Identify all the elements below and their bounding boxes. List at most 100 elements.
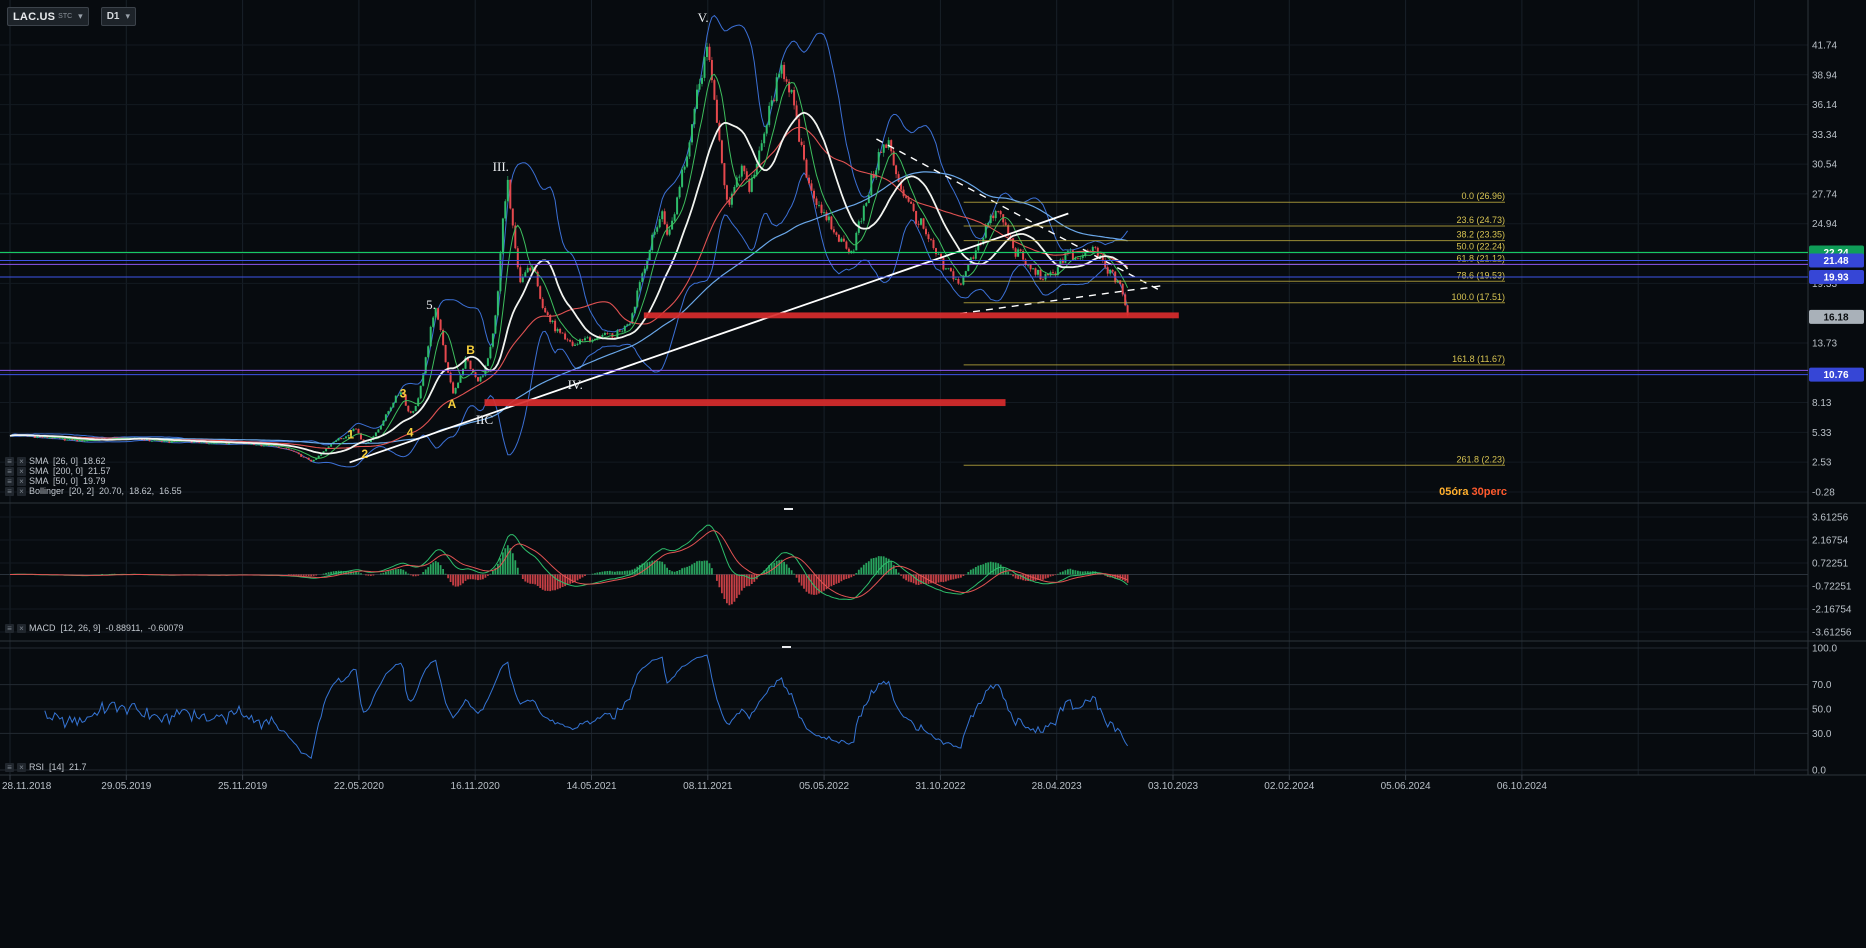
wave-label: 5.	[426, 297, 436, 312]
svg-text:-3.61256: -3.61256	[1812, 628, 1852, 639]
price-badge: 10.76	[1823, 370, 1848, 381]
fib-label: 78.6 (19.53)	[1456, 270, 1505, 280]
svg-text:50.0: 50.0	[1812, 705, 1832, 716]
price-badge: 22.24	[1823, 248, 1848, 259]
indicator-legend: SMA [200, 0] 21.57	[29, 466, 111, 476]
symbol-sub-label: STC	[58, 13, 73, 20]
wave-label: V.	[698, 10, 709, 25]
settings-icon[interactable]: ≡	[5, 456, 14, 466]
fib-label: 61.8 (21.12)	[1456, 253, 1505, 263]
date-label: 03.10.2023	[1148, 781, 1198, 792]
wave-label: 1	[347, 427, 354, 441]
svg-text:38.94: 38.94	[1812, 70, 1837, 81]
settings-icon[interactable]: ≡	[5, 623, 14, 633]
legend-row-macd: ≡ × MACD [12, 26, 9] -0.88911, -0.60079	[5, 623, 183, 633]
svg-text:100.0: 100.0	[1812, 644, 1837, 655]
svg-text:8.13: 8.13	[1812, 398, 1832, 409]
svg-text:5.33: 5.33	[1812, 428, 1832, 439]
wave-annotations: 12 3 4 5. A B IIC III. IV. V.	[347, 10, 708, 461]
date-label: 28.11.2018	[2, 781, 52, 792]
timeframe-label: D1	[106, 11, 120, 22]
indicator-legend: SMA [26, 0] 18.62	[29, 456, 106, 466]
wave-label: 3	[400, 387, 407, 401]
date-label: 31.10.2022	[915, 781, 965, 792]
svg-text:0.72251: 0.72251	[1812, 558, 1849, 569]
sma-50-line	[9, 126, 1128, 449]
date-label: 14.05.2021	[566, 781, 616, 792]
grid	[0, 0, 1866, 776]
svg-text:70.0: 70.0	[1812, 680, 1832, 691]
sma-26-line	[9, 111, 1129, 455]
close-icon[interactable]: ×	[17, 623, 26, 633]
chevron-down-icon: ▾	[125, 11, 131, 21]
rsi-panel	[44, 654, 1129, 760]
wave-label: IV.	[568, 377, 583, 392]
legend-row-bollinger: ≡ × Bollinger [20, 2] 20.70, 18.62, 16.5…	[5, 486, 182, 496]
macd-panel	[9, 524, 1129, 606]
countdown-minutes: 30perc	[1471, 486, 1507, 498]
svg-text:33.34: 33.34	[1812, 130, 1837, 141]
date-label: 28.04.2023	[1032, 781, 1082, 792]
settings-icon[interactable]: ≡	[5, 486, 14, 496]
clip-marker	[782, 646, 791, 648]
legend-row-sma26: ≡ × SMA [26, 0] 18.62	[5, 456, 106, 466]
date-label: 16.11.2020	[451, 781, 501, 792]
clip-marker	[784, 508, 793, 510]
legend-row-sma50: ≡ × SMA [50, 0] 19.79	[5, 476, 106, 486]
price-badge: 16.18	[1823, 312, 1848, 323]
timeframe-selector[interactable]: D1 ▾	[100, 7, 137, 26]
indicator-legend: SMA [50, 0] 19.79	[29, 476, 106, 486]
indicator-legend: RSI [14] 21.7	[29, 762, 87, 772]
svg-text:30.54: 30.54	[1812, 160, 1837, 171]
svg-text:41.74: 41.74	[1812, 41, 1837, 52]
close-icon[interactable]: ×	[17, 486, 26, 496]
date-label: 25.11.2019	[218, 781, 268, 792]
svg-text:0.0: 0.0	[1812, 766, 1826, 777]
chevron-down-icon: ▾	[78, 11, 83, 21]
rsi-line	[44, 654, 1129, 760]
close-icon[interactable]: ×	[17, 456, 26, 466]
fib-label: 38.2 (23.35)	[1456, 230, 1505, 240]
settings-icon[interactable]: ≡	[5, 476, 14, 486]
macd-signal-line	[10, 530, 1128, 599]
close-icon[interactable]: ×	[17, 476, 26, 486]
legend-row-rsi: ≡ × RSI [14] 21.7	[5, 762, 87, 772]
symbol-label: LAC.US	[13, 10, 56, 23]
session-countdown: 05óra 30perc	[1393, 486, 1507, 498]
wave-label: IIC	[476, 412, 493, 427]
svg-text:-0.28: -0.28	[1812, 488, 1835, 499]
wave-label: 2	[361, 447, 368, 461]
date-label: 05.06.2024	[1381, 781, 1431, 792]
svg-text:36.14: 36.14	[1812, 100, 1837, 111]
indicator-legend: Bollinger [20, 2] 20.70, 18.62, 16.55	[29, 486, 182, 496]
date-label: 06.10.2024	[1497, 781, 1547, 792]
wave-label: III.	[493, 159, 509, 174]
supply-demand-zone[interactable]	[484, 399, 1006, 407]
svg-text:-2.16754: -2.16754	[1812, 605, 1852, 616]
price-badge: 21.48	[1823, 256, 1848, 267]
settings-icon[interactable]: ≡	[5, 762, 14, 772]
date-label: 22.05.2020	[334, 781, 384, 792]
supply-demand-zone[interactable]	[643, 312, 1179, 319]
svg-text:27.74: 27.74	[1812, 189, 1837, 200]
indicator-legend: MACD [12, 26, 9] -0.88911, -0.60079	[29, 623, 184, 633]
svg-text:24.94: 24.94	[1812, 219, 1837, 230]
wedge-line[interactable]	[960, 285, 1162, 315]
legend-row-sma200: ≡ × SMA [200, 0] 21.57	[5, 466, 111, 476]
date-label: 05.05.2022	[799, 781, 849, 792]
svg-text:3.61256: 3.61256	[1812, 512, 1849, 523]
wave-label: 4	[407, 425, 414, 439]
close-icon[interactable]: ×	[17, 466, 26, 476]
svg-text:2.16754: 2.16754	[1812, 535, 1849, 546]
wedge-line[interactable]	[876, 138, 1162, 292]
symbol-selector[interactable]: LAC.US STC ▾	[7, 7, 89, 26]
toolbar: LAC.US STC ▾ D1 ▾	[7, 7, 137, 26]
trendline[interactable]	[349, 212, 1069, 464]
settings-icon[interactable]: ≡	[5, 466, 14, 476]
svg-text:2.53: 2.53	[1812, 458, 1832, 469]
close-icon[interactable]: ×	[17, 762, 26, 772]
